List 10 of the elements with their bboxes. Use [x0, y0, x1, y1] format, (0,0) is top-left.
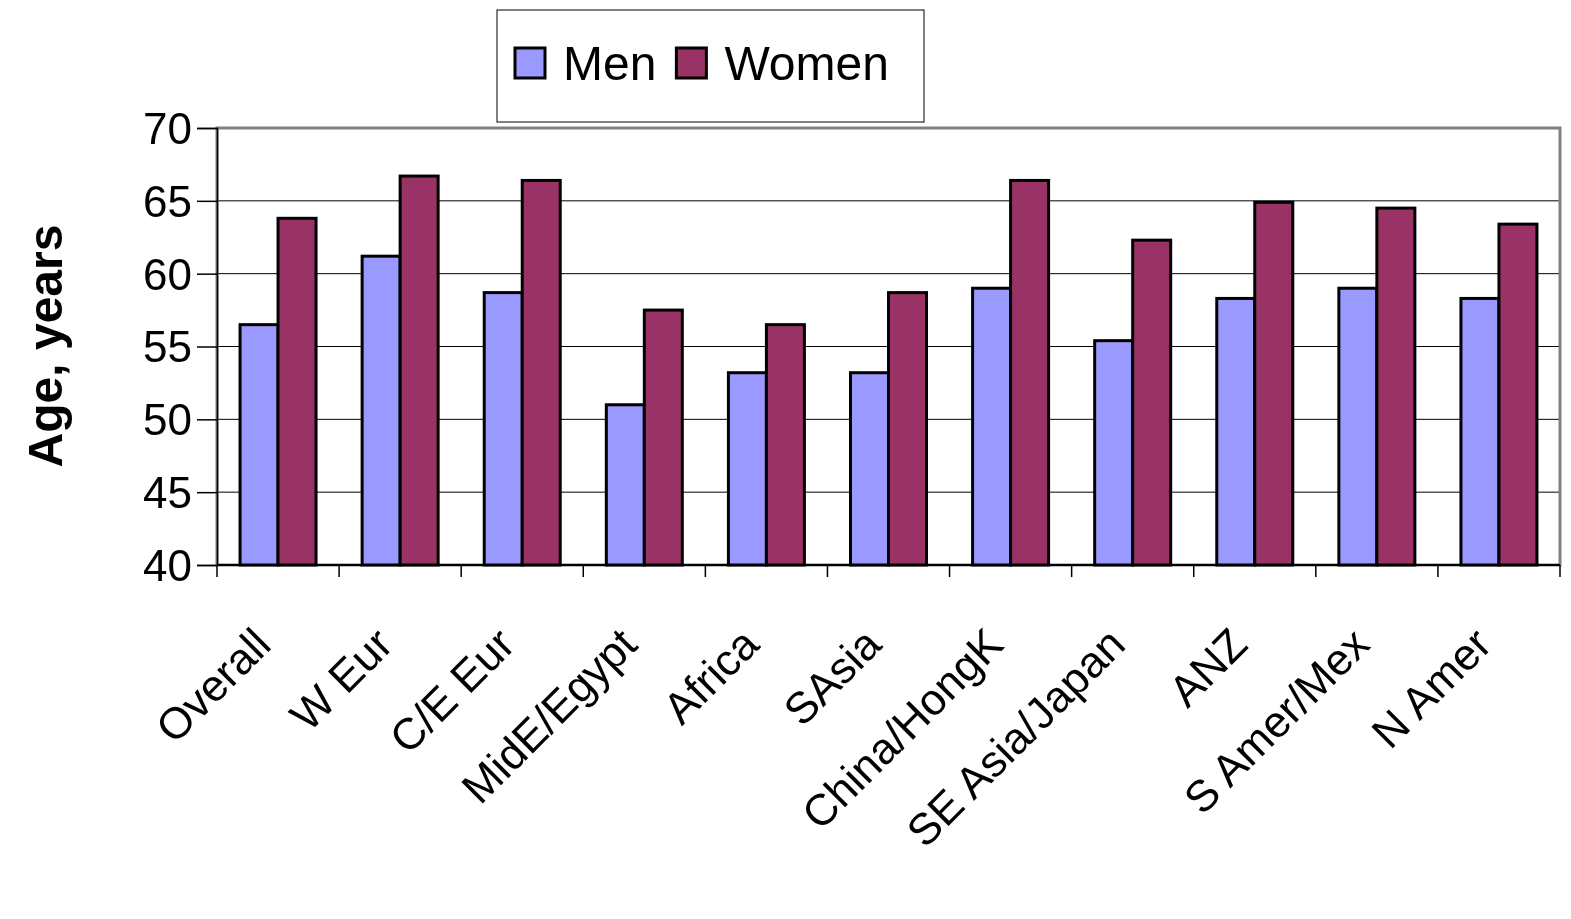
- y-tick-label: 55: [143, 322, 192, 372]
- y-tick-label: 45: [143, 468, 192, 518]
- y-tick-label: 65: [143, 176, 192, 226]
- legend-label: Men: [563, 37, 657, 90]
- legend-label: Women: [724, 37, 889, 90]
- y-tick-label: 50: [143, 395, 192, 445]
- y-tick-label: 70: [143, 103, 192, 153]
- y-tick-label: 60: [143, 249, 192, 299]
- y-axis-title: Age, years: [19, 224, 72, 468]
- y-tick-label: 40: [143, 540, 192, 590]
